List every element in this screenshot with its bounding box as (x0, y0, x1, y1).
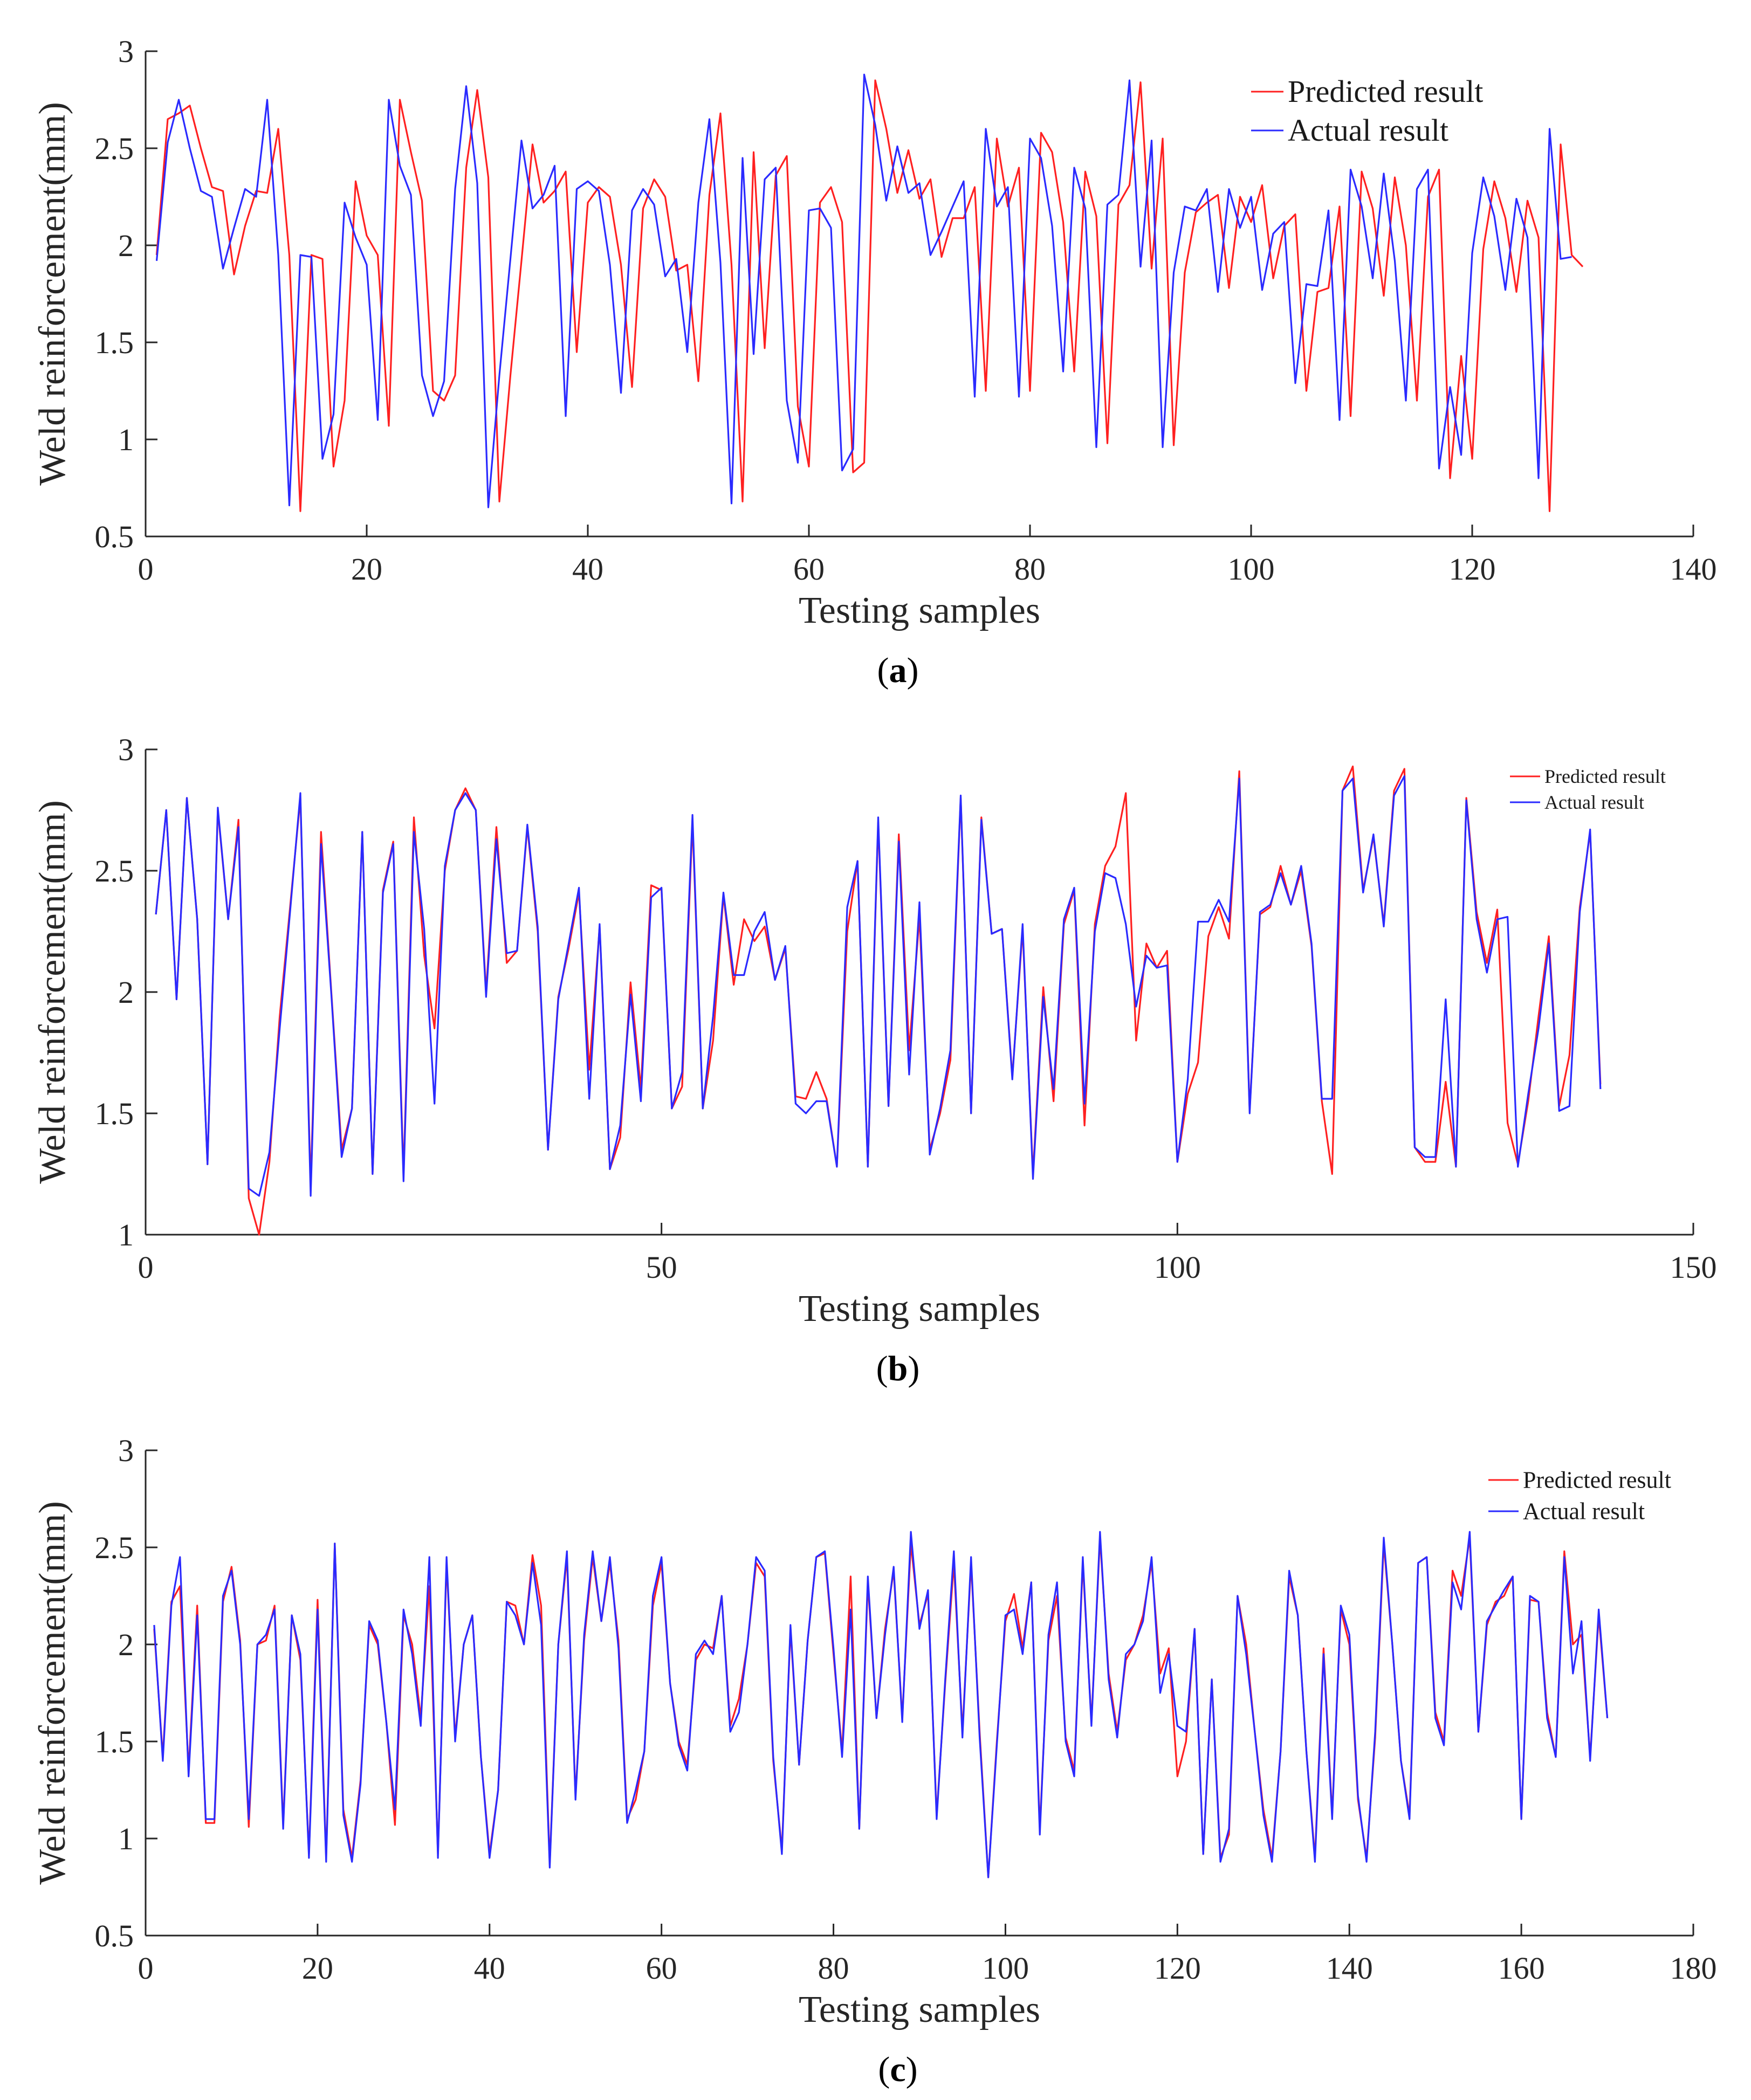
y-tick-label: 0.5 (95, 519, 134, 554)
x-tick-label: 140 (1670, 552, 1717, 587)
series-line-actual (155, 775, 1602, 1197)
panel-label-close: ) (908, 1349, 919, 1388)
legend-label-actual: Actual result (1523, 1498, 1645, 1525)
panel-label-open: ( (876, 1349, 888, 1388)
panel-label-letter: a (889, 651, 907, 690)
y-axis-label: Weld reinforcement(mm) (32, 1501, 73, 1885)
y-tick-label: 3 (118, 34, 134, 69)
y-axis-label: Weld reinforcement(mm) (32, 800, 73, 1184)
panel-label-open: ( (878, 2050, 890, 2089)
x-axis-label: Testing samples (799, 1288, 1040, 1330)
x-tick-label: 100 (982, 1951, 1029, 1986)
panel-label: (b) (876, 1349, 920, 1388)
y-tick-label: 2 (118, 228, 134, 263)
y-tick-label: 2.5 (95, 131, 134, 166)
x-tick-label: 20 (302, 1951, 333, 1986)
y-tick-label: 3 (118, 1433, 134, 1468)
y-tick-label: 2.5 (95, 1530, 134, 1565)
panel-label: (c) (878, 2050, 917, 2089)
x-tick-label: 140 (1326, 1951, 1373, 1986)
series-line-actual (153, 1531, 1609, 1878)
x-axis-label: Testing samples (799, 1989, 1040, 2030)
x-tick-label: 0 (138, 552, 154, 587)
x-tick-label: 120 (1449, 552, 1496, 587)
panel-label-letter: c (890, 2050, 905, 2089)
x-tick-label: 80 (1014, 552, 1046, 587)
x-tick-label: 120 (1154, 1951, 1201, 1986)
panel-label-letter: b (888, 1349, 908, 1388)
x-tick-label: 60 (793, 552, 825, 587)
chart-panel-c: 0 20 40 60 80 100 120 140 160 180 0.5 1 1.5 2 2.5 3 Test… (32, 1433, 1717, 2089)
x-tick-label: 150 (1670, 1250, 1717, 1285)
y-tick-label: 2.5 (95, 853, 134, 889)
chart-panel-b: 0 50 100 150 1 1.5 2 2.5 3 Testing samples Weld re… (32, 732, 1717, 1388)
x-tick-label: 100 (1154, 1250, 1201, 1285)
legend-label-predicted: Predicted result (1544, 766, 1666, 787)
legend: Predicted result Actual result (1488, 1467, 1671, 1525)
y-tick-label: 0.5 (95, 1918, 134, 1953)
panel-label-close: ) (906, 2050, 918, 2089)
legend-label-actual: Actual result (1288, 113, 1448, 148)
x-tick-label: 0 (138, 1951, 154, 1986)
y-tick-label: 1.5 (95, 325, 134, 360)
x-tick-label: 100 (1228, 552, 1275, 587)
y-tick-label: 1 (118, 422, 134, 457)
x-tick-label: 0 (138, 1250, 154, 1285)
y-tick-label: 2 (118, 1627, 134, 1662)
legend-label-predicted: Predicted result (1523, 1467, 1671, 1493)
y-tick-label: 1 (118, 1217, 134, 1252)
x-tick-label: 180 (1670, 1951, 1717, 1986)
legend: Predicted result Actual result (1510, 766, 1666, 813)
x-tick-label: 20 (351, 552, 382, 587)
x-tick-label: 50 (646, 1250, 677, 1285)
y-tick-label: 3 (118, 732, 134, 767)
legend-label-actual: Actual result (1544, 791, 1644, 813)
chart-panel-a: 0 20 40 60 80 100 120 140 0.5 1 1.5 2 2.5 3 Testing sa… (32, 34, 1717, 690)
y-tick-label: 1.5 (95, 1724, 134, 1759)
legend: Predicted result Actual result (1251, 74, 1483, 148)
y-tick-label: 2 (118, 975, 134, 1010)
y-tick-label: 1.5 (95, 1096, 134, 1131)
x-tick-label: 40 (572, 552, 603, 587)
x-tick-label: 60 (646, 1951, 677, 1986)
series-line-predicted (153, 1537, 1609, 1878)
x-tick-label: 80 (818, 1951, 849, 1986)
x-tick-label: 40 (474, 1951, 505, 1986)
panel-label-close: ) (907, 651, 919, 690)
series-line-actual (155, 73, 1572, 508)
legend-label-predicted: Predicted result (1288, 74, 1483, 109)
panel-label: (a) (877, 651, 919, 690)
y-axis-label: Weld reinforcement(mm) (32, 102, 73, 486)
panel-label-open: ( (877, 651, 889, 690)
x-tick-label: 160 (1498, 1951, 1545, 1986)
y-tick-label: 1 (118, 1821, 134, 1856)
x-axis-label: Testing samples (799, 590, 1040, 631)
